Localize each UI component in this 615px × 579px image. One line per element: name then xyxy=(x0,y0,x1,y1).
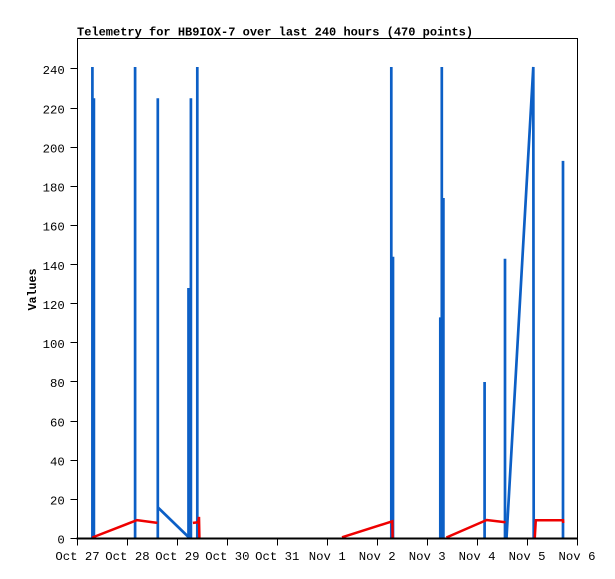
svg-text:100: 100 xyxy=(43,338,65,352)
svg-text:Oct 31: Oct 31 xyxy=(255,550,299,564)
svg-text:20: 20 xyxy=(50,495,65,509)
svg-text:80: 80 xyxy=(50,377,65,391)
svg-text:40: 40 xyxy=(50,455,65,469)
svg-text:Nov 2: Nov 2 xyxy=(359,550,396,564)
svg-text:Values: Values xyxy=(26,268,40,310)
svg-text:220: 220 xyxy=(43,103,65,117)
svg-text:Nov 3: Nov 3 xyxy=(409,550,446,564)
svg-text:240: 240 xyxy=(43,64,65,78)
svg-text:0: 0 xyxy=(57,534,64,548)
svg-text:120: 120 xyxy=(43,299,65,313)
svg-text:200: 200 xyxy=(43,142,65,156)
svg-text:Nov 5: Nov 5 xyxy=(509,550,546,564)
svg-text:Oct 30: Oct 30 xyxy=(205,550,249,564)
svg-text:160: 160 xyxy=(43,221,65,235)
svg-text:180: 180 xyxy=(43,182,65,196)
svg-text:60: 60 xyxy=(50,416,65,430)
svg-text:Oct 27: Oct 27 xyxy=(55,550,99,564)
svg-text:140: 140 xyxy=(43,260,65,274)
svg-text:Nov 1: Nov 1 xyxy=(309,550,346,564)
svg-text:Oct 29: Oct 29 xyxy=(155,550,199,564)
svg-text:Nov 4: Nov 4 xyxy=(459,550,496,564)
svg-text:Oct 28: Oct 28 xyxy=(105,550,149,564)
svg-text:Nov 6: Nov 6 xyxy=(559,550,596,564)
svg-text:Telemetry for HB9IOX-7 over la: Telemetry for HB9IOX-7 over last 240 hou… xyxy=(77,25,473,39)
